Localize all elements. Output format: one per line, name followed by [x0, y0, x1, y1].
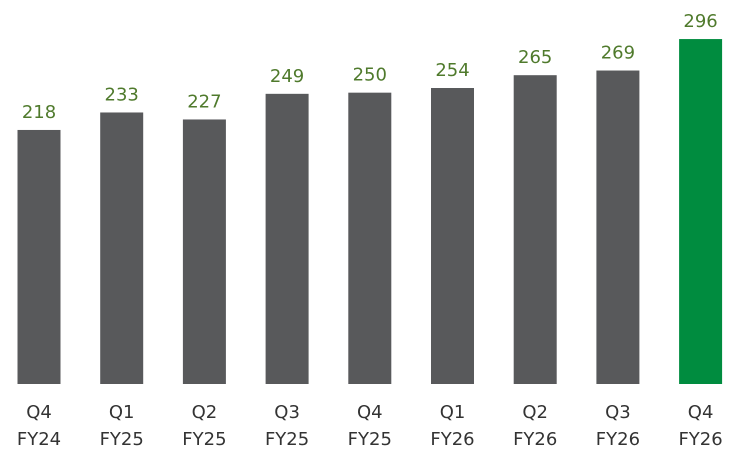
bar [100, 112, 144, 385]
x-tick-label: Q4 [26, 402, 52, 423]
x-tick-label: Q2 [522, 402, 548, 423]
bar [265, 93, 309, 384]
value-label: 218 [22, 102, 56, 123]
bar [679, 39, 723, 384]
x-tick-label: Q3 [605, 402, 631, 423]
x-tick-label: Q4 [357, 402, 383, 423]
x-tick-label: FY26 [430, 429, 474, 450]
bar [513, 75, 557, 384]
value-label: 249 [270, 66, 304, 87]
value-label: 269 [601, 43, 635, 64]
x-tick-label: FY25 [182, 429, 226, 450]
x-tick-label: FY25 [265, 429, 309, 450]
value-label: 227 [187, 91, 221, 112]
x-tick-label: FY24 [17, 429, 61, 450]
x-tick-label: FY25 [100, 429, 144, 450]
x-tick-label: Q1 [109, 402, 135, 423]
x-tick-label: FY25 [348, 429, 392, 450]
bar [348, 92, 392, 385]
value-label: 296 [683, 11, 717, 32]
bar [596, 70, 640, 384]
x-tick-label: FY26 [678, 429, 722, 450]
x-tick-label: Q4 [688, 402, 714, 423]
value-label: 254 [435, 60, 469, 81]
x-tick-label: Q3 [274, 402, 300, 423]
value-label: 250 [353, 65, 387, 86]
value-label: 233 [105, 84, 139, 105]
bar [17, 129, 61, 384]
bar [431, 88, 474, 384]
bar [182, 119, 226, 384]
x-tick-label: Q1 [440, 402, 466, 423]
x-tick-label: FY26 [513, 429, 557, 450]
value-label: 265 [518, 47, 552, 68]
x-tick-label: FY26 [596, 429, 640, 450]
x-tick-label: Q2 [192, 402, 218, 423]
